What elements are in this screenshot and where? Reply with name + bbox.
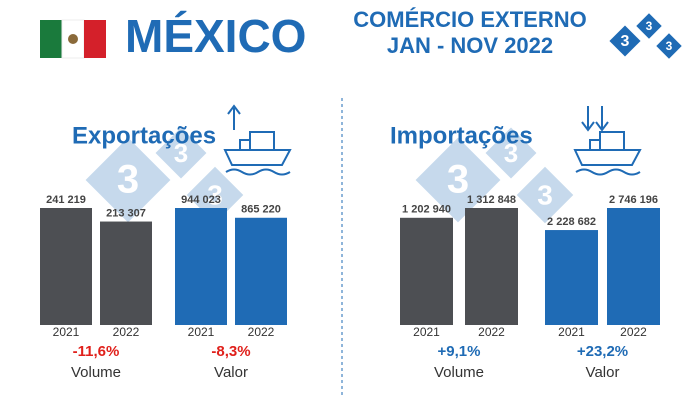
x-tick-label: 2021 [558, 325, 585, 339]
bar [40, 208, 92, 325]
logo-digit: 3 [666, 39, 673, 53]
value-label: 2 746 196 [609, 194, 658, 206]
x-tick-label: 2022 [248, 325, 275, 339]
value-label: 1 312 848 [467, 194, 516, 206]
watermark-digit: 3 [207, 179, 223, 210]
value-label: 1 202 940 [402, 204, 451, 216]
country: MÉXICO [125, 10, 306, 62]
x-tick-label: 2022 [113, 325, 140, 339]
series-name: Valor [214, 364, 248, 381]
value-label: 944 023 [181, 194, 221, 206]
x-tick-label: 2021 [413, 325, 440, 339]
logo: 3 3 3 [609, 13, 682, 59]
watermark-digit: 3 [174, 138, 188, 168]
bar [100, 221, 152, 325]
bar [175, 208, 227, 325]
series-name: Volume [434, 364, 484, 381]
chart-title: Exportações [72, 122, 216, 149]
bar [400, 217, 453, 325]
ship-icon [573, 106, 642, 176]
watermark-digit: 3 [537, 179, 553, 210]
header-period: JAN - NOV 2022 [387, 33, 553, 58]
value-label: 213 307 [106, 207, 146, 219]
x-tick-label: 2022 [620, 325, 647, 339]
header-title: COMÉRCIO EXTERNO [353, 7, 586, 32]
ship-icon [223, 104, 292, 176]
logo-digit: 3 [646, 19, 653, 33]
bar [465, 208, 518, 325]
change-label: -8,3% [211, 343, 250, 360]
watermark-digit: 3 [447, 158, 469, 202]
change-label: +23,2% [577, 343, 628, 360]
bar [545, 230, 598, 325]
watermark-digit: 3 [504, 138, 518, 168]
change-label: +9,1% [438, 343, 481, 360]
series-name: Volume [71, 364, 121, 381]
x-tick-label: 2022 [478, 325, 505, 339]
value-label: 2 228 682 [547, 216, 596, 228]
watermark-digit: 3 [117, 158, 139, 202]
chart-title: Importações [390, 122, 533, 149]
change-label: -11,6% [73, 343, 120, 360]
flag [40, 19, 106, 59]
value-label: 865 220 [241, 204, 281, 216]
x-tick-label: 2021 [53, 325, 80, 339]
bar [235, 217, 287, 325]
x-tick-label: 2021 [188, 325, 215, 339]
value-label: 241 219 [46, 194, 86, 206]
bar [607, 208, 660, 325]
logo-digit: 3 [621, 33, 630, 50]
series-name: Valor [586, 364, 620, 381]
